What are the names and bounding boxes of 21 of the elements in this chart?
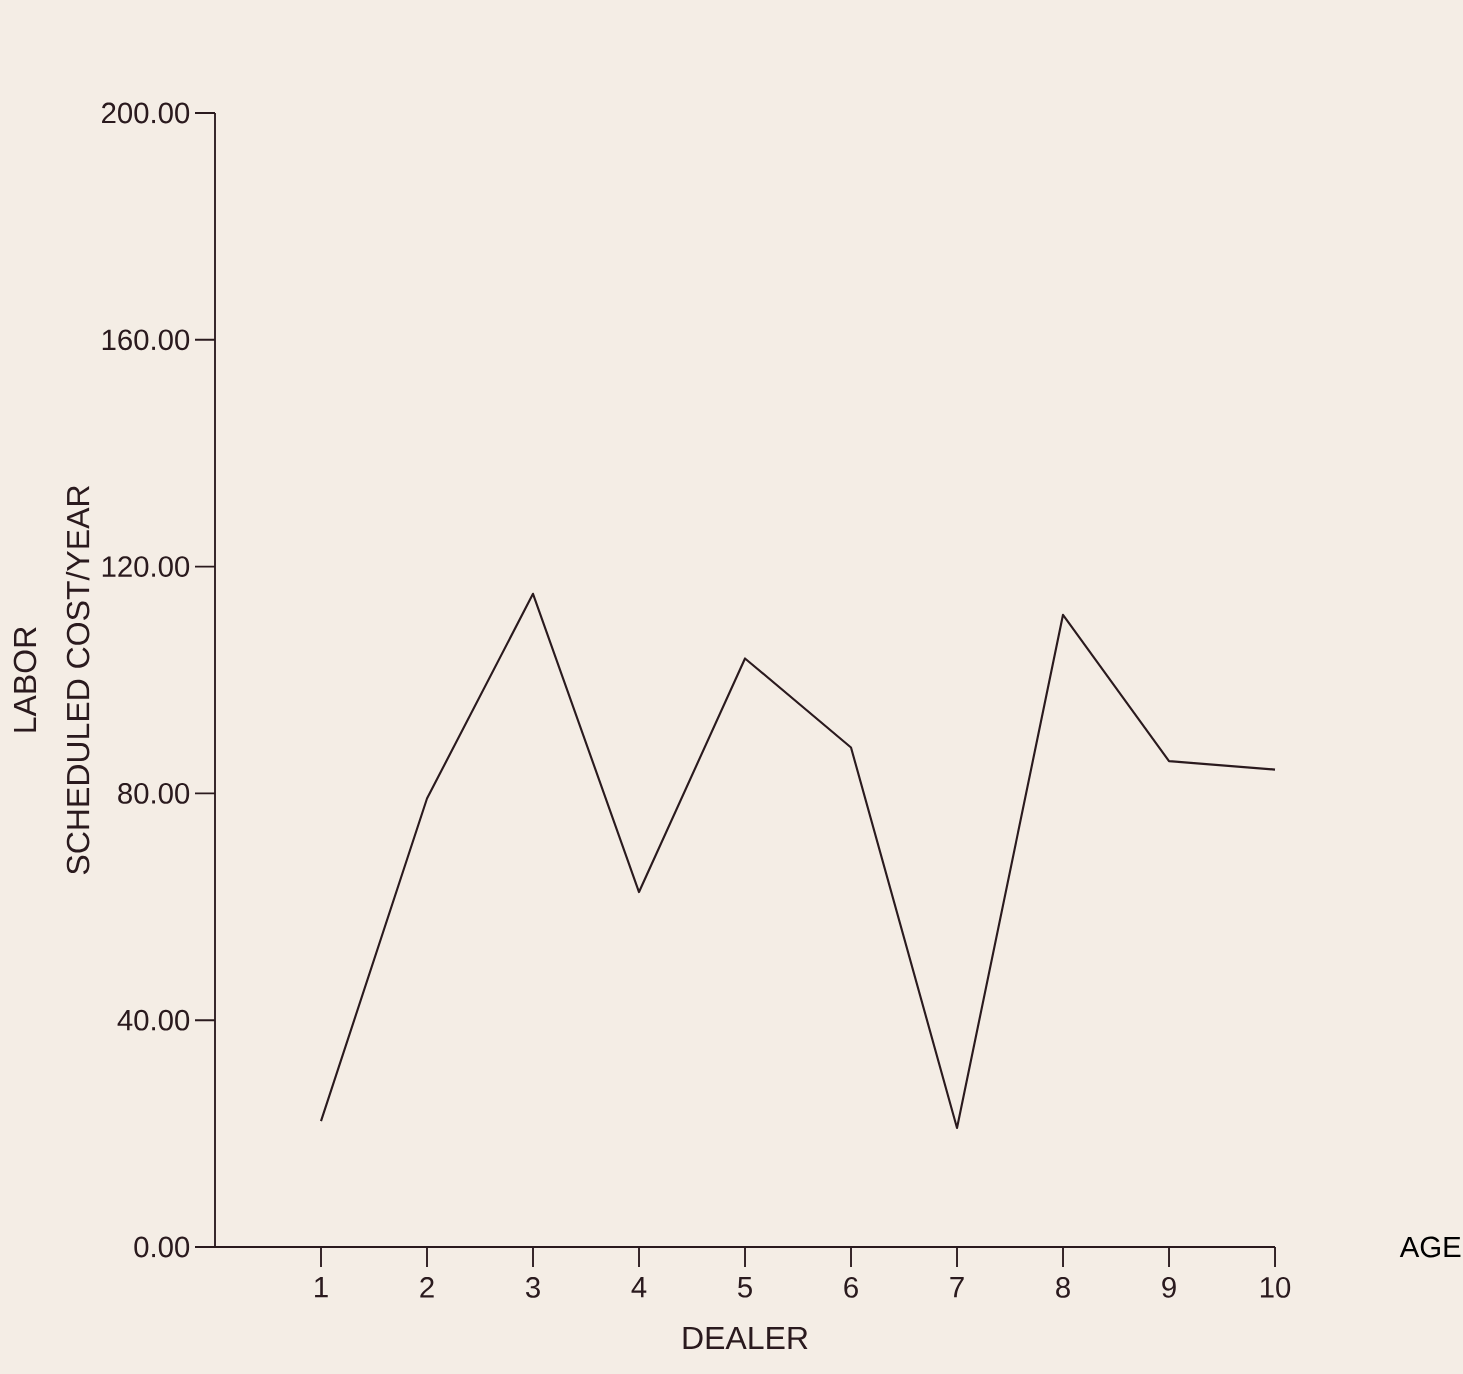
x-tick-label: 4 bbox=[631, 1277, 647, 1298]
line-series bbox=[319, 592, 1277, 1129]
x-tick-label: 9 bbox=[1162, 1277, 1176, 1298]
y-tick-label: 40.00 bbox=[117, 1009, 190, 1031]
x-tick-label: 1 bbox=[315, 1277, 328, 1298]
y-tick-label: 160.00 bbox=[102, 329, 190, 351]
x-tick-label: 6 bbox=[844, 1277, 858, 1298]
text: AGE bbox=[1399, 1236, 1461, 1258]
x-tick-label: 3 bbox=[525, 1277, 540, 1298]
y-tick-label: 0.00 bbox=[134, 1236, 190, 1258]
text: LABOR bbox=[13, 627, 37, 732]
x-tick-label: 5 bbox=[738, 1277, 752, 1298]
x-tick-label: 2 bbox=[420, 1277, 434, 1298]
x-tick-label: 10 bbox=[1260, 1277, 1291, 1298]
x-tick-label: 7 bbox=[950, 1277, 964, 1298]
y-axis-title: SCHEDULED COST/YEAR bbox=[65, 485, 90, 875]
y-tick-label: 80.00 bbox=[118, 783, 190, 804]
x-axis-title: DEALER bbox=[683, 1326, 808, 1349]
y-tick-label: 200.00 bbox=[102, 102, 190, 124]
x-tick-label: 8 bbox=[1056, 1277, 1070, 1298]
y-tick-label: 120.00 bbox=[102, 556, 190, 577]
